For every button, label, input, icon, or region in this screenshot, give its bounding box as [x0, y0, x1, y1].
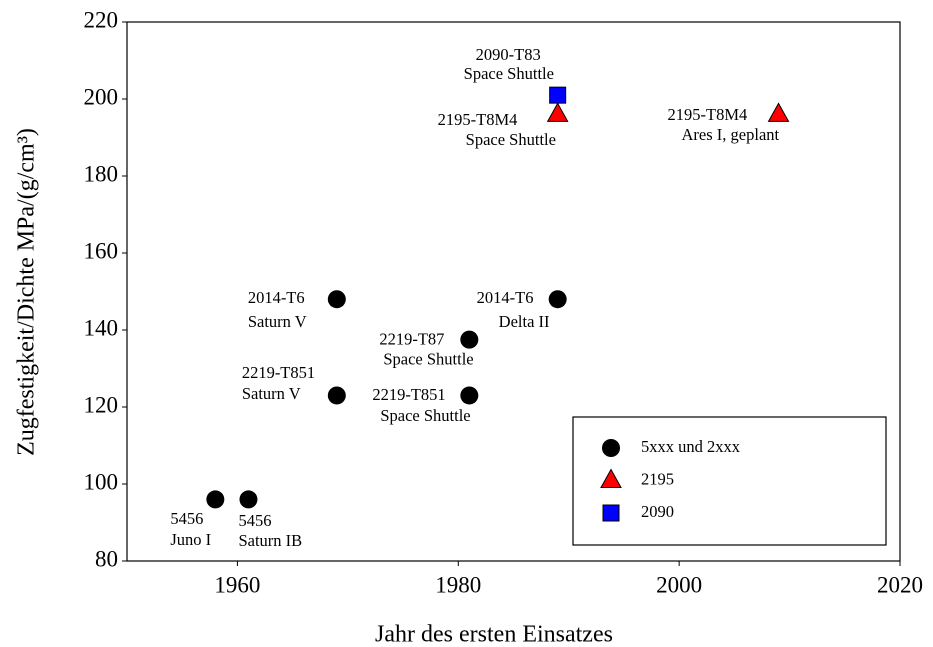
point-label: 5456 — [170, 509, 203, 528]
legend-label: 2195 — [641, 469, 674, 488]
point-label: Space Shuttle — [383, 349, 473, 368]
x-tick-label: 1980 — [435, 572, 481, 597]
x-axis-label: Jahr des ersten Einsatzes — [375, 622, 613, 647]
point-label: Saturn V — [248, 312, 307, 331]
point — [327, 386, 346, 405]
y-tick-label: 120 — [84, 392, 119, 417]
point-label: 2219-T87 — [379, 329, 444, 348]
y-tick-label: 140 — [84, 315, 119, 340]
legend-box — [572, 416, 887, 546]
legend-marker — [600, 468, 622, 488]
point-label: 2195-T8M4 — [668, 105, 748, 124]
point-label: Space Shuttle — [466, 130, 556, 149]
point — [206, 490, 225, 509]
point — [548, 290, 567, 309]
point — [239, 490, 258, 509]
point-label: Space Shuttle — [464, 64, 554, 83]
point — [546, 102, 569, 122]
point-label: 2195-T8M4 — [438, 110, 518, 129]
point — [549, 86, 567, 104]
point-label: Saturn IB — [238, 531, 302, 550]
point-label: Saturn V — [242, 384, 301, 403]
y-tick-label: 160 — [84, 238, 119, 263]
point-label: 2219-T851 — [372, 385, 445, 404]
x-tick-label: 2000 — [656, 572, 702, 597]
point — [460, 386, 479, 405]
point-label: Ares I, geplant — [682, 125, 780, 144]
y-tick-label: 80 — [95, 546, 118, 571]
point-label: 2219-T851 — [242, 363, 315, 382]
point — [460, 330, 479, 349]
x-tick-label: 1960 — [214, 572, 260, 597]
legend-label: 5xxx und 2xxx — [641, 437, 741, 456]
y-tick-label: 220 — [84, 7, 119, 32]
legend-label: 2090 — [641, 502, 674, 521]
point-label: Juno I — [170, 530, 211, 549]
y-tick-label: 180 — [84, 161, 119, 186]
point-label: 2014-T6 — [477, 288, 534, 307]
point-label: 2014-T6 — [248, 288, 305, 307]
point-label: 2090-T83 — [476, 45, 541, 64]
point-label: Space Shuttle — [380, 406, 470, 425]
y-axis-label: Zugfestigkeit/Dichte MPa/(g/cm³) — [14, 128, 40, 456]
point — [327, 290, 346, 309]
plot-frame — [126, 21, 901, 562]
point-label: 5456 — [238, 511, 271, 530]
point — [767, 102, 790, 122]
x-tick-label: 2020 — [877, 572, 923, 597]
legend-marker — [602, 439, 620, 457]
y-tick-label: 100 — [84, 469, 119, 494]
legend-marker — [602, 504, 620, 522]
point-label: Delta II — [499, 312, 550, 331]
y-tick-label: 200 — [84, 84, 119, 109]
